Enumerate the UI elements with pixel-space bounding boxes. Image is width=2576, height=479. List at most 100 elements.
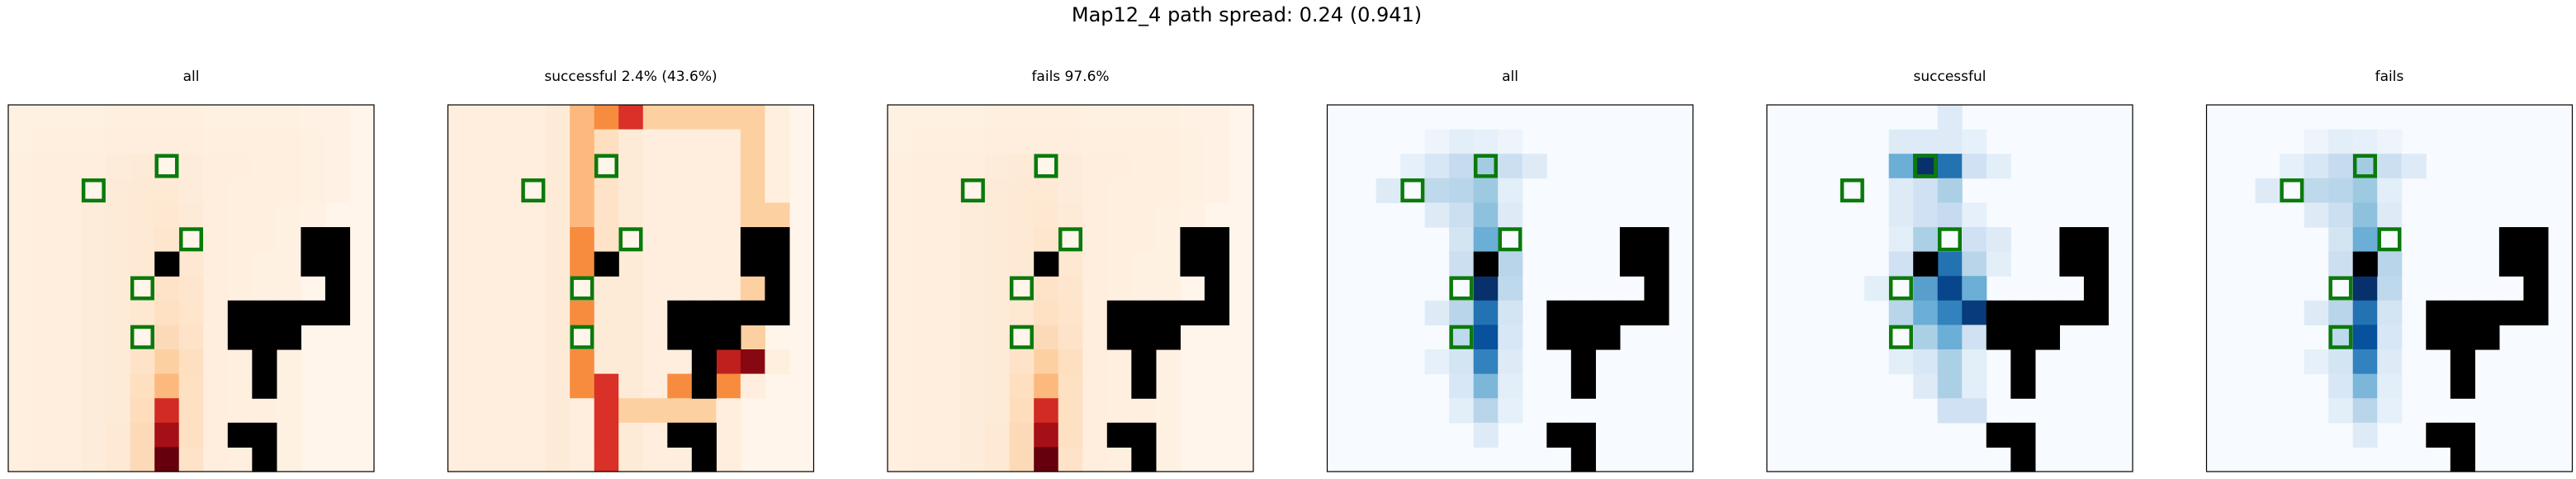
heatmap-cell bbox=[227, 276, 253, 301]
heatmap-cell bbox=[496, 129, 522, 154]
heatmap-cell bbox=[57, 422, 83, 448]
figure-suptitle: Map12_4 path spread: 0.24 (0.941) bbox=[1072, 3, 1422, 26]
wall-cell bbox=[252, 325, 277, 350]
heatmap-cell bbox=[203, 129, 229, 154]
heatmap-cell bbox=[2328, 154, 2354, 179]
heatmap-cell bbox=[1937, 349, 1963, 375]
heatmap-cell bbox=[667, 178, 693, 203]
heatmap-cell bbox=[960, 105, 986, 130]
heatmap-cell bbox=[985, 129, 1011, 154]
heatmap-cell bbox=[570, 227, 595, 253]
heatmap-cell bbox=[765, 202, 790, 228]
heatmap-cell bbox=[252, 276, 277, 301]
heatmap-cell bbox=[740, 349, 766, 375]
heatmap-cell bbox=[130, 105, 155, 130]
wall-cell bbox=[2010, 349, 2036, 375]
heatmap-cell bbox=[1937, 300, 1963, 325]
heatmap-cell bbox=[472, 154, 498, 179]
wall-cell bbox=[691, 349, 717, 375]
heatmap-cell bbox=[765, 178, 790, 203]
heatmap-cell bbox=[81, 349, 107, 375]
heatmap-cell bbox=[178, 202, 204, 228]
heatmap-cell bbox=[472, 447, 498, 472]
heatmap-cell bbox=[960, 202, 986, 228]
heatmap-cell bbox=[1082, 154, 1108, 179]
heatmap-cell bbox=[496, 105, 522, 130]
heatmap-cell bbox=[81, 251, 107, 277]
heatmap-cell bbox=[960, 325, 986, 350]
heatmap-cell bbox=[667, 373, 693, 399]
heatmap-cell bbox=[1009, 105, 1035, 130]
heatmap-cell bbox=[985, 105, 1011, 130]
heatmap-panel-6: fails bbox=[2205, 69, 2574, 472]
heatmap-cell bbox=[2352, 300, 2378, 325]
wall-cell bbox=[1204, 251, 1230, 277]
heatmap-cell bbox=[2377, 154, 2403, 179]
heatmap-cell bbox=[1937, 202, 1963, 228]
heatmap-cell bbox=[1473, 349, 1499, 375]
heatmap-cell bbox=[1009, 251, 1035, 277]
heatmap-cell bbox=[1913, 276, 1939, 301]
heatmap-cell bbox=[1962, 276, 1987, 301]
heatmap-cell bbox=[154, 300, 180, 325]
axes-frame bbox=[7, 104, 375, 472]
heatmap-cell bbox=[740, 373, 766, 399]
heatmap-cell bbox=[276, 105, 301, 130]
heatmap-cell bbox=[1106, 398, 1132, 424]
heatmap-cell bbox=[8, 325, 34, 350]
heatmap-cell bbox=[81, 373, 107, 399]
heatmap-cell bbox=[130, 349, 155, 375]
heatmap-cell bbox=[8, 447, 34, 472]
heatmap-cell bbox=[472, 276, 498, 301]
heatmap-cell bbox=[472, 325, 498, 350]
heatmap-cell bbox=[716, 349, 741, 375]
wall-cell bbox=[1546, 325, 1572, 350]
heatmap-cell bbox=[447, 422, 473, 448]
heatmap-cell bbox=[1106, 105, 1132, 130]
axes-frame bbox=[1766, 104, 2133, 472]
goal-marker bbox=[1034, 154, 1058, 178]
heatmap-cell bbox=[765, 129, 790, 154]
heatmap-cell bbox=[618, 349, 644, 375]
heatmap-cell bbox=[985, 227, 1011, 253]
heatmap-cell bbox=[496, 422, 522, 448]
heatmap-cell bbox=[130, 251, 155, 277]
heatmap-cell bbox=[594, 202, 619, 228]
goal-marker bbox=[1400, 178, 1425, 203]
heatmap-cell bbox=[252, 251, 277, 277]
heatmap-cell bbox=[1913, 129, 1939, 154]
heatmap-cell bbox=[106, 325, 131, 350]
heatmap-cell bbox=[447, 300, 473, 325]
heatmap-cell bbox=[1009, 129, 1035, 154]
heatmap-cell bbox=[276, 178, 301, 203]
heatmap-cell bbox=[1082, 349, 1108, 375]
heatmap-cell bbox=[496, 227, 522, 253]
heatmap-cell bbox=[716, 105, 741, 130]
heatmap-cell bbox=[618, 276, 644, 301]
heatmap-cell bbox=[2304, 129, 2329, 154]
heatmap-cell bbox=[667, 349, 693, 375]
heatmap-cell bbox=[81, 276, 107, 301]
heatmap-cell bbox=[667, 227, 693, 253]
heatmap-cell bbox=[227, 178, 253, 203]
heatmap-cell bbox=[1034, 447, 1059, 472]
heatmap-cell bbox=[276, 276, 301, 301]
heatmap-cell bbox=[1473, 373, 1499, 399]
heatmap-cell bbox=[594, 447, 619, 472]
heatmap-cell bbox=[130, 227, 155, 253]
wall-cell bbox=[301, 300, 326, 325]
heatmap-cell bbox=[1082, 178, 1108, 203]
heatmap-cell bbox=[203, 373, 229, 399]
heatmap-cell bbox=[1034, 422, 1059, 448]
heatmap-cell bbox=[2328, 202, 2354, 228]
axes-frame bbox=[2205, 104, 2574, 472]
heatmap-cell bbox=[1962, 227, 1987, 253]
heatmap-cell bbox=[301, 154, 326, 179]
heatmap-cell bbox=[1204, 178, 1230, 203]
heatmap-cell bbox=[81, 325, 107, 350]
heatmap-cell bbox=[301, 129, 326, 154]
heatmap-cell bbox=[1034, 105, 1059, 130]
heatmap-cell bbox=[1155, 398, 1181, 424]
heatmap-cell bbox=[545, 447, 571, 472]
wall-cell bbox=[1131, 325, 1157, 350]
